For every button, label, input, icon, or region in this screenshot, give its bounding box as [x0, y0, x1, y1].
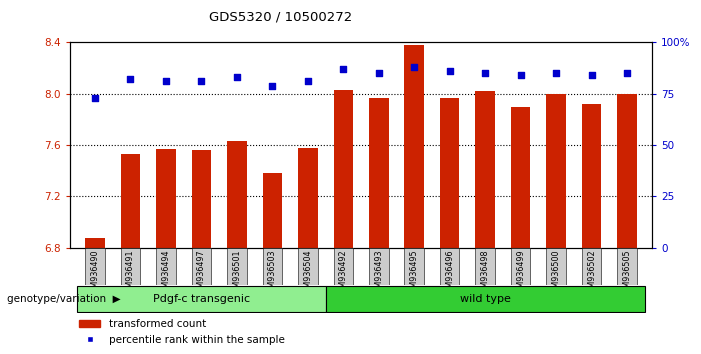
Bar: [263, 173, 282, 248]
Point: [479, 70, 491, 76]
Point: [515, 73, 526, 78]
Bar: [156, 248, 176, 285]
Bar: [511, 248, 531, 285]
Point: [125, 76, 136, 82]
Bar: [511, 107, 531, 248]
Bar: [440, 98, 459, 248]
Point: [586, 73, 597, 78]
Bar: [86, 238, 104, 248]
Bar: [298, 148, 318, 248]
Text: GSM936496: GSM936496: [445, 250, 454, 298]
Point: [444, 68, 456, 74]
Bar: [334, 248, 353, 285]
Bar: [227, 248, 247, 285]
Text: GSM936491: GSM936491: [126, 250, 135, 298]
Point: [302, 79, 313, 84]
Point: [266, 83, 278, 88]
Bar: [121, 154, 140, 248]
Bar: [191, 150, 211, 248]
Text: GSM936494: GSM936494: [161, 250, 170, 298]
Point: [550, 70, 562, 76]
Text: GSM936490: GSM936490: [90, 250, 100, 298]
Bar: [475, 248, 495, 285]
Legend: transformed count, percentile rank within the sample: transformed count, percentile rank withi…: [75, 315, 289, 349]
Bar: [121, 248, 140, 285]
Bar: [440, 248, 459, 285]
Text: GDS5320 / 10500272: GDS5320 / 10500272: [209, 11, 352, 24]
Bar: [77, 286, 325, 312]
Text: GSM936499: GSM936499: [516, 250, 525, 298]
Bar: [404, 45, 424, 248]
Point: [161, 79, 172, 84]
Point: [89, 95, 100, 101]
Point: [622, 70, 633, 76]
Bar: [325, 286, 645, 312]
Bar: [227, 141, 247, 248]
Point: [373, 70, 384, 76]
Bar: [582, 248, 601, 285]
Bar: [191, 248, 211, 285]
Bar: [618, 94, 637, 248]
Text: GSM936493: GSM936493: [374, 250, 383, 298]
Point: [409, 64, 420, 70]
Text: GSM936501: GSM936501: [232, 250, 241, 298]
Bar: [546, 94, 566, 248]
Point: [338, 66, 349, 72]
Text: genotype/variation  ▶: genotype/variation ▶: [7, 294, 121, 304]
Text: GSM936504: GSM936504: [304, 250, 313, 298]
Text: Pdgf-c transgenic: Pdgf-c transgenic: [153, 294, 250, 304]
Bar: [546, 248, 566, 285]
Bar: [404, 248, 424, 285]
Text: wild type: wild type: [460, 294, 510, 304]
Bar: [263, 248, 282, 285]
Text: GSM936495: GSM936495: [409, 250, 418, 298]
Bar: [86, 248, 104, 285]
Text: GSM936492: GSM936492: [339, 250, 348, 298]
Bar: [618, 248, 637, 285]
Bar: [582, 104, 601, 248]
Bar: [369, 248, 388, 285]
Bar: [298, 248, 318, 285]
Text: GSM936505: GSM936505: [622, 250, 632, 298]
Point: [196, 79, 207, 84]
Text: GSM936502: GSM936502: [587, 250, 596, 298]
Text: GSM936497: GSM936497: [197, 250, 206, 298]
Bar: [475, 91, 495, 248]
Text: GSM936503: GSM936503: [268, 250, 277, 298]
Bar: [156, 149, 176, 248]
Point: [231, 75, 243, 80]
Bar: [334, 90, 353, 248]
Text: GSM936500: GSM936500: [552, 250, 561, 298]
Text: GSM936498: GSM936498: [481, 250, 490, 298]
Bar: [369, 98, 388, 248]
